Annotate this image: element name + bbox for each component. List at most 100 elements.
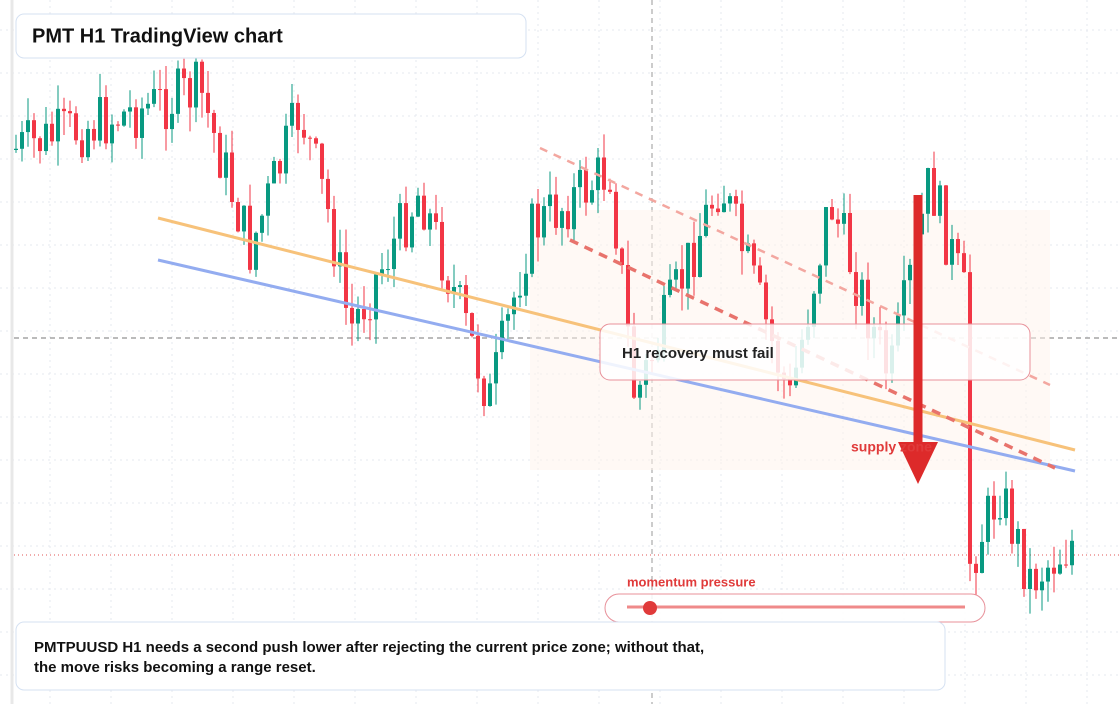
- candle-body: [74, 113, 78, 141]
- candle-body: [788, 379, 792, 386]
- annotation: momentum pressure: [627, 574, 756, 589]
- candle-body: [944, 185, 948, 265]
- candle-body: [392, 238, 396, 270]
- candle-body: [86, 128, 90, 158]
- candle-body: [668, 279, 672, 295]
- candle-body: [248, 205, 252, 270]
- candle-body: [518, 295, 522, 298]
- candle-body: [200, 61, 204, 93]
- candle-body: [272, 160, 276, 184]
- candle-body: [530, 203, 534, 274]
- candle-body: [356, 308, 360, 324]
- candle-body: [926, 168, 930, 214]
- candle-body: [320, 143, 324, 179]
- candle-body: [470, 313, 474, 336]
- candle-body: [1040, 581, 1044, 591]
- candle-body: [524, 273, 528, 296]
- candle-body: [962, 253, 966, 273]
- slider-knob: [643, 601, 657, 615]
- candle-body: [218, 132, 222, 178]
- candle-body: [98, 97, 102, 141]
- candle-body: [722, 203, 726, 213]
- candle-body: [212, 112, 216, 133]
- candle-body: [494, 352, 498, 384]
- candle-body: [740, 203, 744, 252]
- candle-body: [434, 213, 438, 222]
- candle-body: [752, 243, 756, 266]
- candle-body: [116, 124, 120, 126]
- candle-body: [458, 285, 462, 288]
- candle-body: [968, 272, 972, 564]
- candle-body: [1052, 567, 1056, 574]
- candle-body: [338, 252, 342, 267]
- candle-body: [170, 113, 174, 130]
- candle-body: [62, 108, 66, 112]
- candle-body: [302, 129, 306, 138]
- candle-body: [80, 140, 84, 158]
- candle-body: [404, 203, 408, 248]
- candle-body: [452, 287, 456, 294]
- candle-body: [698, 235, 702, 277]
- candle-body: [608, 189, 612, 192]
- candle-body: [578, 169, 582, 188]
- chart-title: PMT H1 TradingView chart: [32, 25, 283, 47]
- candle-body: [908, 264, 912, 281]
- candle-body: [164, 89, 168, 130]
- candle-body: [866, 279, 870, 339]
- candle-body: [1016, 528, 1020, 544]
- candle-body: [986, 495, 990, 542]
- candle-body: [818, 265, 822, 294]
- candle-body: [20, 132, 24, 149]
- candle-body: [44, 123, 48, 152]
- candle-body: [542, 206, 546, 238]
- candle-body: [428, 213, 432, 230]
- candle-body: [566, 211, 570, 230]
- candle-body: [1070, 540, 1074, 566]
- candle-body: [1058, 564, 1062, 574]
- candle-body: [482, 378, 486, 407]
- candle-body: [674, 269, 678, 280]
- candle-body: [584, 169, 588, 203]
- candle-body: [260, 215, 264, 233]
- candle-body: [662, 294, 666, 351]
- candle-body: [146, 103, 150, 109]
- candle-body: [326, 178, 330, 210]
- candle-body: [206, 92, 210, 113]
- title-box: [15, 13, 527, 59]
- candle-body: [284, 125, 288, 174]
- candle-body: [548, 194, 552, 207]
- candle-body: [854, 272, 858, 306]
- candle-body: [446, 280, 450, 294]
- arrow-head: [898, 442, 938, 484]
- candle-body: [254, 232, 258, 270]
- annotation: H1 recovery must fail: [622, 345, 774, 362]
- candle-body: [92, 128, 96, 141]
- candle-body: [1064, 564, 1068, 566]
- candle-body: [1046, 567, 1050, 582]
- candle-body: [230, 152, 234, 203]
- candle-body: [128, 107, 132, 112]
- caption: PMTPUUSD H1 needs a second push lower af…: [34, 639, 704, 656]
- candle-body: [680, 269, 684, 289]
- candle-body: [824, 207, 828, 266]
- candle-body: [614, 191, 618, 249]
- candle-body: [194, 61, 198, 108]
- candle-body: [278, 160, 282, 174]
- candle-body: [398, 203, 402, 239]
- candle-body: [182, 68, 186, 79]
- candle-body: [536, 203, 540, 238]
- candle-body: [1028, 568, 1032, 589]
- candle-body: [416, 195, 420, 217]
- candle-body: [902, 280, 906, 316]
- candle-body: [410, 216, 414, 248]
- candle-body: [134, 107, 138, 138]
- candle-body: [440, 221, 444, 281]
- candle-body: [554, 194, 558, 228]
- candle-body: [710, 204, 714, 209]
- candle-body: [158, 89, 162, 91]
- candle-body: [860, 279, 864, 306]
- candle-body: [104, 97, 108, 144]
- candle-body: [296, 102, 300, 130]
- candle-body: [314, 138, 318, 144]
